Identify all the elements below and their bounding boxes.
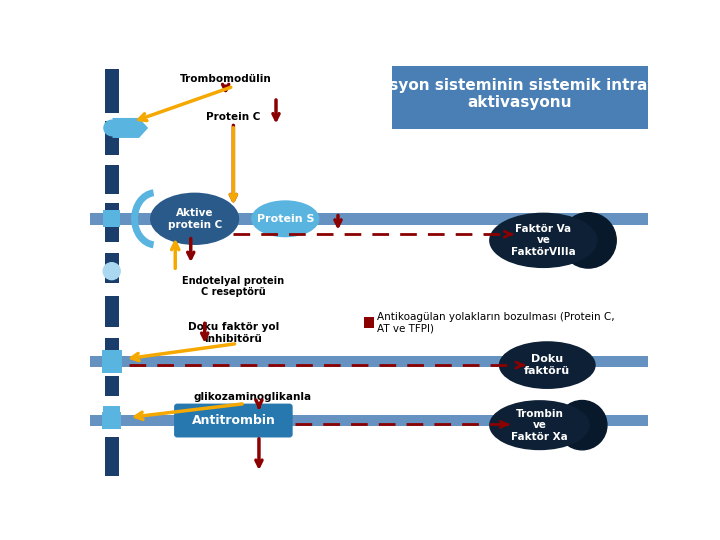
Bar — [104, 338, 119, 364]
Text: Endotelyal protein
C reseptörü: Endotelyal protein C reseptörü — [182, 276, 284, 298]
Bar — [104, 407, 119, 426]
Bar — [104, 376, 119, 395]
Text: Antikoagülan yolakların bozulması (Protein C,
AT ve TFPI): Antikoagülan yolakların bozulması (Prote… — [377, 312, 614, 334]
Ellipse shape — [251, 200, 320, 237]
Bar — [104, 296, 119, 327]
Bar — [103, 406, 120, 414]
Bar — [104, 457, 119, 476]
Bar — [104, 437, 119, 457]
Polygon shape — [112, 118, 148, 138]
Circle shape — [104, 120, 120, 136]
Text: Koagülasyon sisteminin sistemik intravasküler
aktivasyonu: Koagülasyon sisteminin sistemik intravas… — [320, 78, 720, 110]
Bar — [90, 415, 648, 426]
Text: Doku
faktörü: Doku faktörü — [524, 354, 570, 376]
Circle shape — [103, 262, 120, 280]
Text: Aktive
protein C: Aktive protein C — [168, 208, 222, 230]
Text: Trombomodülin: Trombomodülin — [180, 73, 271, 84]
Text: Doku faktör yol
inhibitörü: Doku faktör yol inhibitörü — [188, 322, 279, 343]
Bar — [102, 412, 121, 429]
Ellipse shape — [499, 341, 595, 389]
Circle shape — [557, 401, 607, 450]
Bar — [104, 204, 119, 242]
Bar — [102, 350, 122, 373]
Ellipse shape — [489, 213, 598, 268]
Circle shape — [560, 213, 616, 268]
Text: Protein S: Protein S — [256, 214, 314, 224]
Bar — [90, 356, 648, 367]
Bar — [103, 211, 120, 227]
Ellipse shape — [150, 193, 239, 245]
FancyBboxPatch shape — [174, 403, 292, 437]
Text: Trombin
ve
Faktör Xa: Trombin ve Faktör Xa — [511, 409, 568, 442]
Bar — [90, 213, 648, 225]
Text: Protein C: Protein C — [206, 112, 261, 122]
Text: glikozaminoglikanla: glikozaminoglikanla — [194, 393, 312, 402]
Bar — [364, 318, 374, 328]
Bar — [392, 65, 648, 129]
Bar — [104, 253, 119, 283]
Bar — [104, 165, 119, 194]
Text: Faktör Va
ve
FaktörVIIIa: Faktör Va ve FaktörVIIIa — [511, 224, 576, 257]
Bar — [104, 70, 119, 112]
Bar — [104, 120, 119, 156]
Text: Antitrombin: Antitrombin — [192, 414, 275, 427]
Ellipse shape — [489, 400, 590, 450]
